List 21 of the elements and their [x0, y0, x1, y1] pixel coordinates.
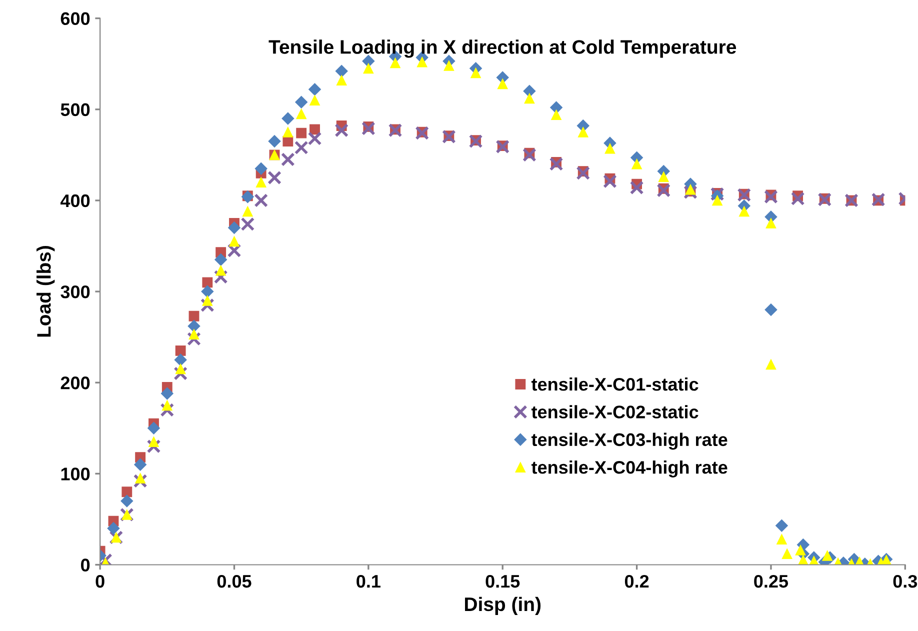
y-tick-label: 300 [60, 285, 90, 298]
x-axis-title: Disp (in) [465, 596, 541, 615]
x-tick-label: 0.15 [486, 574, 520, 588]
y-axis-title: Load (lbs) [36, 246, 55, 337]
y-tick-label: 400 [60, 194, 90, 208]
x-tick-label: 0.05 [217, 574, 252, 588]
y-tick-label: 100 [61, 468, 90, 480]
y-tick-label: 0 [81, 558, 90, 572]
y-tick-label: 600 [60, 12, 90, 26]
x-tick-label: 0.3 [893, 574, 918, 588]
text: Tensile Loading in X direction at Cold Temperature [268, 40, 736, 58]
x-tick-label: 0.2 [624, 574, 649, 588]
x-tick-label: 0.25 [754, 574, 788, 588]
y-tick-label: 500 [60, 103, 90, 116]
legend-label: tensile-X-C02-static [531, 405, 698, 418]
x-tick-label: 0 [96, 574, 104, 588]
x-tick-label: 0.1 [356, 574, 380, 588]
legend-label: tensile-X-C01-static [531, 377, 698, 391]
legend-label: tensile-X-C03-high rate [531, 432, 728, 450]
y-tick-label: 200 [60, 376, 90, 390]
legend-label: tensile-X-C04-high rate [531, 460, 728, 478]
